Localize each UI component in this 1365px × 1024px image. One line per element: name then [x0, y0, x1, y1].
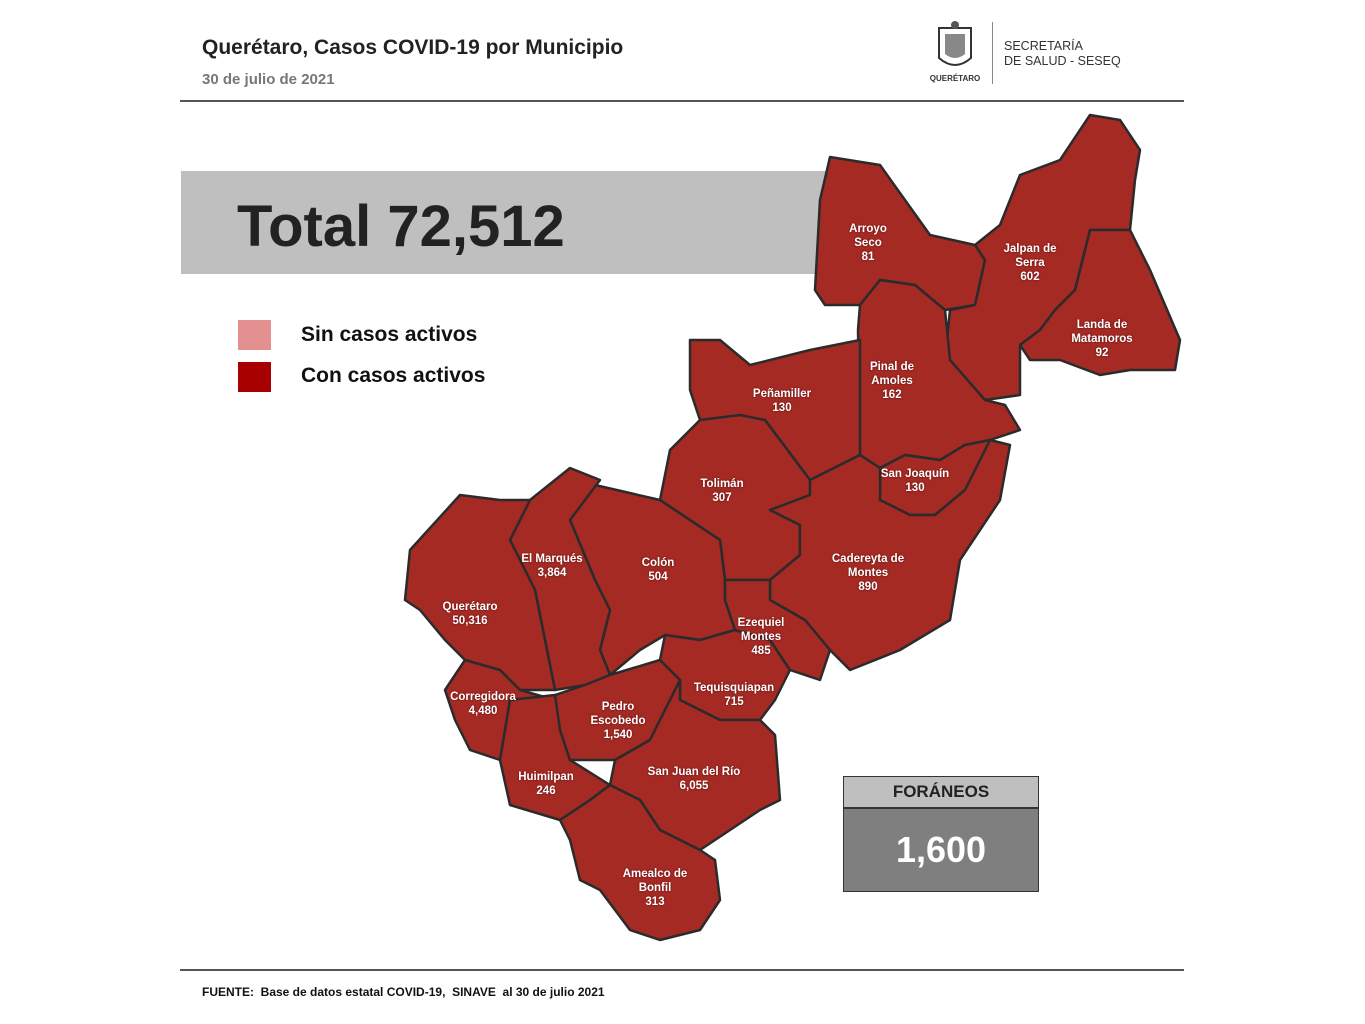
region [943, 113, 1142, 402]
municipality-label: Pinal de Amoles 162 [862, 360, 922, 402]
municipality-label: Tolimán 307 [687, 477, 757, 505]
municipality-cases: 485 [751, 645, 771, 657]
title: Querétaro, Casos COVID-19 por Municipio [202, 36, 624, 59]
municipality-name: El Marqués [521, 553, 583, 565]
municipality-name: Ezequiel Montes [737, 617, 785, 643]
total-value: 72,512 [387, 194, 565, 259]
municipality-label: Colón 504 [628, 556, 688, 584]
municipality-name: Querétaro [442, 601, 498, 613]
municipality-label: Corregidora 4,480 [443, 690, 523, 718]
municipality-cases: 313 [645, 896, 665, 908]
municipality-cases: 130 [772, 402, 792, 414]
foraneos-value: 1,600 [843, 808, 1039, 892]
legend-label: Con casos activos [301, 364, 486, 387]
municipality-name: Jalpan de Serra [1003, 243, 1057, 269]
municipality-cases: 92 [1095, 347, 1109, 359]
municipality-label: Ezequiel Montes 485 [731, 616, 791, 658]
foraneos-label: FORÁNEOS [843, 776, 1039, 808]
municipality-label: Peñamiller 130 [742, 387, 822, 415]
municipality-name: Amealco de Bonfil [622, 868, 688, 894]
state-label: QUERÉTARO [929, 74, 981, 83]
emblem [938, 21, 972, 66]
municipality-label: Pedro Escobedo 1,540 [583, 700, 653, 742]
total-banner: Total 72,512 [181, 171, 831, 274]
municipality-label: Arroyo Seco 81 [838, 222, 898, 264]
municipality-label: San Joaquín 130 [870, 467, 960, 495]
municipality-label: Cadereyta de Montes 890 [823, 552, 913, 594]
region [1018, 228, 1182, 377]
municipality-cases: 162 [882, 389, 902, 401]
rule [180, 100, 1184, 102]
municipality-name: Colón [641, 557, 675, 569]
rule [180, 969, 1184, 971]
municipality-name: San Joaquín [880, 468, 950, 480]
legend-swatch [238, 320, 271, 350]
municipality-name: Corregidora [450, 691, 516, 703]
municipality-cases: 602 [1020, 271, 1040, 283]
municipality-label: Amealco de Bonfil 313 [610, 867, 700, 909]
municipality-name: Pinal de Amoles [869, 361, 915, 387]
municipality-cases: 307 [712, 492, 732, 504]
municipality-cases: 4,480 [468, 705, 498, 717]
municipality-name: Cadereyta de Montes [831, 553, 905, 579]
municipality-cases: 3,864 [537, 567, 567, 579]
municipality-name: Tolimán [700, 478, 744, 490]
agency-line: DE SALUD - SESEQ [1004, 54, 1121, 68]
municipality-label: San Juan del Río 6,055 [639, 765, 749, 793]
municipality-name: Tequisquiapan [693, 682, 775, 694]
municipality-cases: 246 [536, 785, 556, 797]
total-text: Total 72,512 [237, 193, 565, 260]
region [403, 493, 557, 692]
region [558, 783, 722, 942]
region [608, 678, 782, 852]
region [768, 438, 1012, 672]
region [723, 578, 832, 682]
source: FUENTE: Base de datos estatal COVID-19, … [202, 985, 605, 999]
municipality-cases: 50,316 [452, 615, 488, 627]
municipality-cases: 715 [724, 696, 744, 708]
municipality-label: El Marqués 3,864 [512, 552, 592, 580]
agency-line: SECRETARÍA [1004, 39, 1083, 53]
municipality-cases: 81 [861, 251, 875, 263]
municipality-cases: 130 [905, 482, 925, 494]
legend-label: Sin casos activos [301, 323, 478, 346]
date: 30 de julio de 2021 [202, 71, 335, 88]
municipality-label: Jalpan de Serra 602 [995, 242, 1065, 284]
municipality-name: Peñamiller [752, 388, 812, 400]
total-label: Total [237, 194, 372, 259]
municipality-label: Querétaro 50,316 [430, 600, 510, 628]
municipality-label: Huimilpan 246 [506, 770, 586, 798]
legend-swatch [238, 362, 271, 392]
municipality-cases: 6,055 [679, 780, 709, 792]
municipality-name: San Juan del Río [647, 766, 741, 778]
municipality-name: Huimilpan [518, 771, 574, 783]
municipality-label: Landa de Matamoros 92 [1062, 318, 1142, 360]
municipality-name: Landa de Matamoros [1071, 319, 1133, 345]
agency: SECRETARÍA DE SALUD - SESEQ [1004, 39, 1121, 69]
region [658, 628, 792, 722]
municipality-cases: 1,540 [603, 729, 633, 741]
municipality-cases: 504 [648, 571, 668, 583]
municipality-name: Pedro Escobedo [590, 701, 646, 727]
municipality-label: Tequisquiapan 715 [684, 681, 784, 709]
municipality-name: Arroyo Seco [849, 223, 887, 249]
divider [992, 22, 993, 84]
municipality-cases: 890 [858, 581, 878, 593]
